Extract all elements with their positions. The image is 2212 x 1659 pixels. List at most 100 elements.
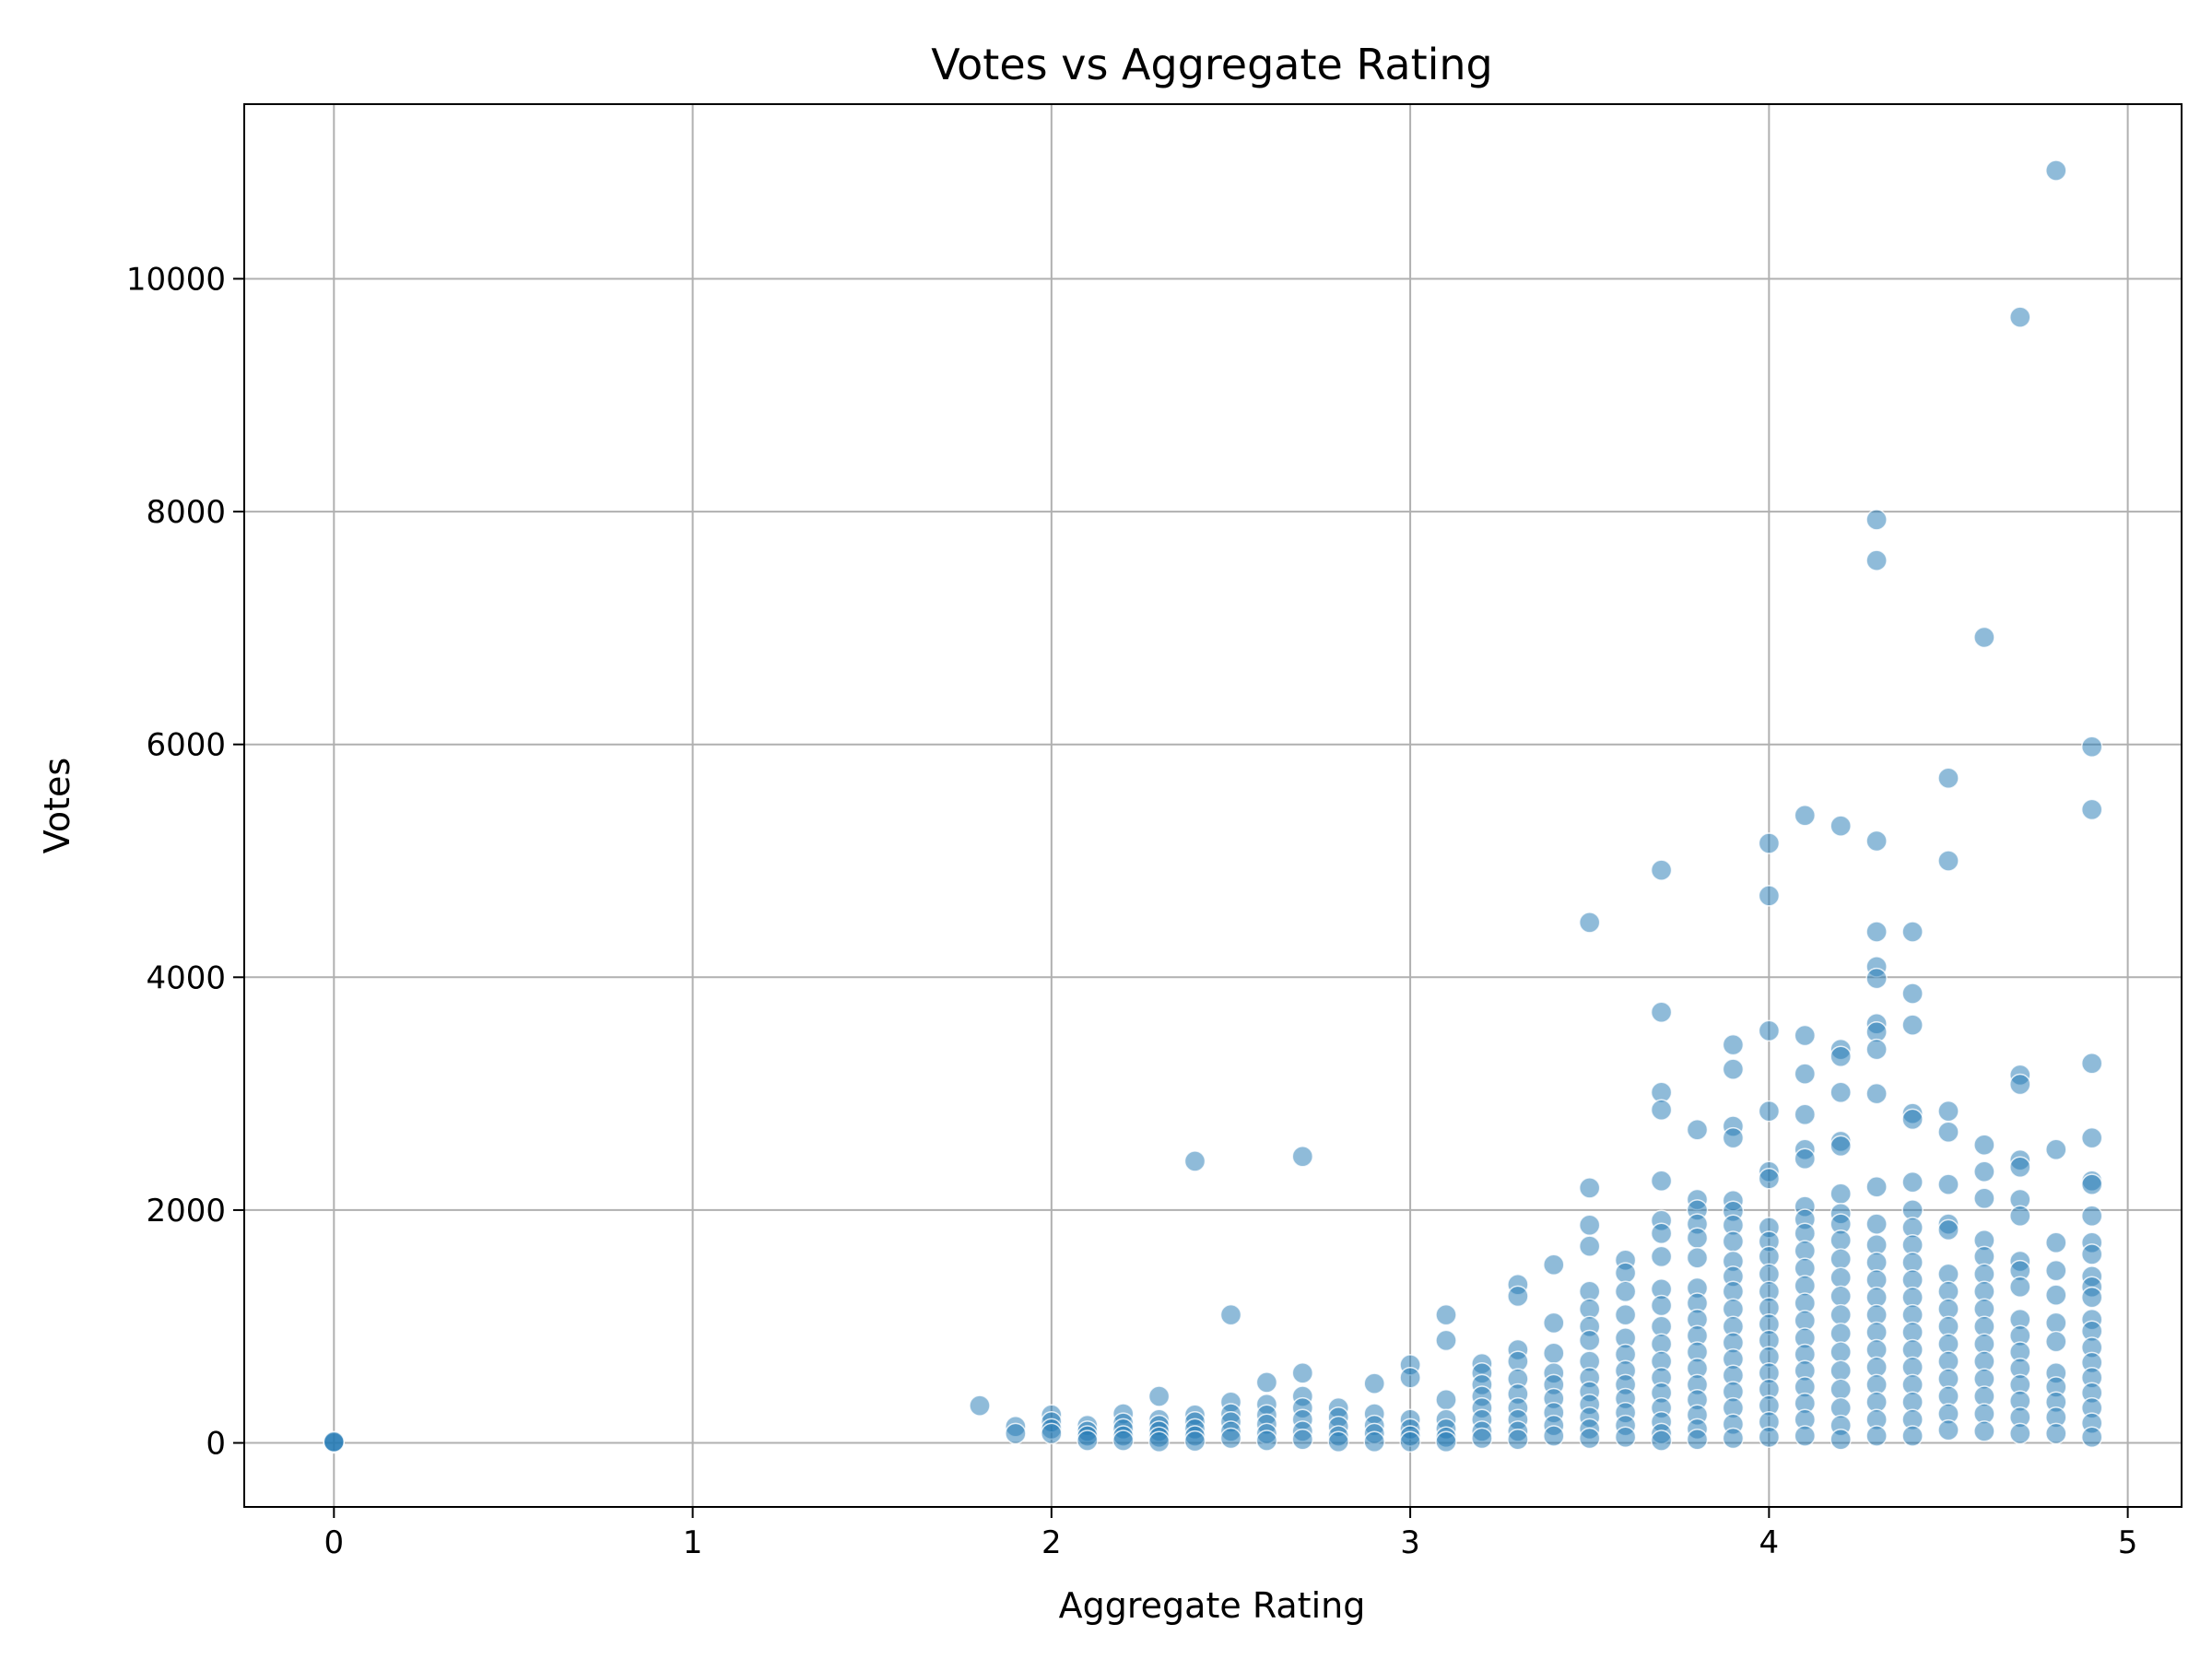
data-point <box>1041 1422 1063 1445</box>
data-point <box>1650 1430 1673 1452</box>
data-point <box>1865 1213 1888 1235</box>
data-point <box>1937 767 1959 790</box>
data-point <box>1255 1371 1278 1394</box>
data-point <box>1830 1285 1852 1308</box>
data-point <box>1973 1420 1995 1442</box>
data-point <box>1830 1081 1852 1104</box>
data-point <box>1005 1422 1027 1445</box>
data-point <box>1686 1227 1709 1249</box>
data-point <box>2080 735 2103 758</box>
data-point <box>1758 832 1781 854</box>
data-point <box>1722 1126 1745 1149</box>
data-point <box>1650 1170 1673 1193</box>
data-point <box>1937 1218 1959 1241</box>
data-point <box>1147 1430 1171 1453</box>
data-point <box>1794 1024 1817 1047</box>
y-tick-label: 0 <box>206 1426 226 1463</box>
data-point <box>1901 1171 1924 1194</box>
data-point <box>1901 1108 1924 1131</box>
axis-ticks: 0 1 2 3 4 5 0 2000 4000 6000 8000 10000 <box>126 261 2138 1561</box>
data-point <box>1937 1418 1959 1441</box>
data-point <box>1973 1187 1995 1210</box>
x-tick-label: 1 <box>683 1524 703 1561</box>
data-point <box>1937 1173 1959 1195</box>
data-point <box>1865 1425 1888 1447</box>
data-point <box>1901 921 1924 943</box>
y-axis-title: Votes <box>37 758 77 853</box>
data-point <box>1830 1323 1852 1345</box>
y-tick-label: 6000 <box>146 727 226 764</box>
data-point <box>1758 885 1781 907</box>
chart-title: Votes vs Aggregate Rating <box>931 40 1493 89</box>
data-point <box>1471 1427 1493 1450</box>
data-point <box>2009 306 2031 328</box>
data-point <box>1543 1342 1565 1365</box>
data-point <box>1112 1430 1135 1452</box>
data-point <box>1830 1230 1852 1252</box>
data-point <box>2080 798 2103 821</box>
data-point <box>1794 1103 1817 1126</box>
data-point <box>1578 1329 1601 1352</box>
data-point <box>2045 1259 2067 1282</box>
data-point <box>2045 159 2067 182</box>
data-point <box>1614 1426 1637 1448</box>
data-point <box>1722 1230 1745 1253</box>
data-point <box>1973 1134 1995 1156</box>
x-tick-label: 3 <box>1400 1524 1420 1561</box>
data-point <box>1830 1266 1852 1288</box>
data-point <box>1686 1119 1709 1141</box>
data-point <box>2045 1422 2067 1445</box>
data-point <box>1794 1425 1817 1447</box>
plot-frame <box>243 103 2183 1508</box>
data-point <box>1614 1280 1637 1303</box>
data-point <box>1291 1428 1314 1451</box>
data-point <box>1865 1038 1888 1061</box>
data-point <box>1794 1063 1817 1085</box>
data-point <box>1399 1430 1421 1453</box>
data-point <box>1578 1427 1601 1450</box>
y-tick-label: 2000 <box>146 1193 226 1230</box>
data-point <box>1830 1045 1852 1067</box>
data-point <box>1255 1430 1278 1452</box>
data-point <box>1830 1182 1852 1205</box>
data-point <box>1578 1235 1601 1257</box>
data-point <box>1794 804 1817 827</box>
data-points <box>323 159 2103 1454</box>
data-point <box>1650 1294 1673 1317</box>
data-point <box>1650 859 1673 881</box>
data-point <box>1650 1222 1673 1244</box>
data-point <box>2080 1205 2103 1227</box>
data-point <box>1865 921 1888 943</box>
data-point <box>2080 1286 2103 1309</box>
data-point <box>1435 1430 1457 1453</box>
data-point <box>1147 1385 1171 1407</box>
data-point <box>1722 1058 1745 1080</box>
data-point <box>1865 830 1888 853</box>
data-point <box>1435 1303 1457 1326</box>
data-point <box>1722 1427 1745 1450</box>
data-point <box>1937 1100 1959 1123</box>
data-point <box>1543 1253 1565 1277</box>
data-point <box>1830 1378 1852 1401</box>
data-point <box>1183 1430 1206 1453</box>
data-point <box>1578 912 1601 934</box>
data-point <box>1435 1389 1457 1411</box>
data-point <box>1507 1285 1529 1308</box>
data-point <box>1830 1359 1852 1382</box>
data-point <box>1578 1177 1601 1199</box>
data-point <box>2009 1156 2031 1178</box>
data-point <box>2009 1276 2031 1299</box>
data-point <box>1901 982 1924 1005</box>
y-tick-label: 4000 <box>146 959 226 996</box>
data-point <box>1435 1329 1457 1352</box>
data-point <box>2080 1243 2103 1265</box>
data-point <box>1830 1341 1852 1363</box>
x-tick-label: 0 <box>324 1524 344 1561</box>
data-point <box>323 1430 346 1453</box>
data-point <box>1901 1014 1924 1036</box>
data-point <box>1614 1262 1637 1284</box>
data-point <box>2045 1138 2067 1160</box>
data-point <box>1865 549 1888 571</box>
data-point <box>1758 1019 1781 1042</box>
y-tick-label: 8000 <box>146 494 226 531</box>
